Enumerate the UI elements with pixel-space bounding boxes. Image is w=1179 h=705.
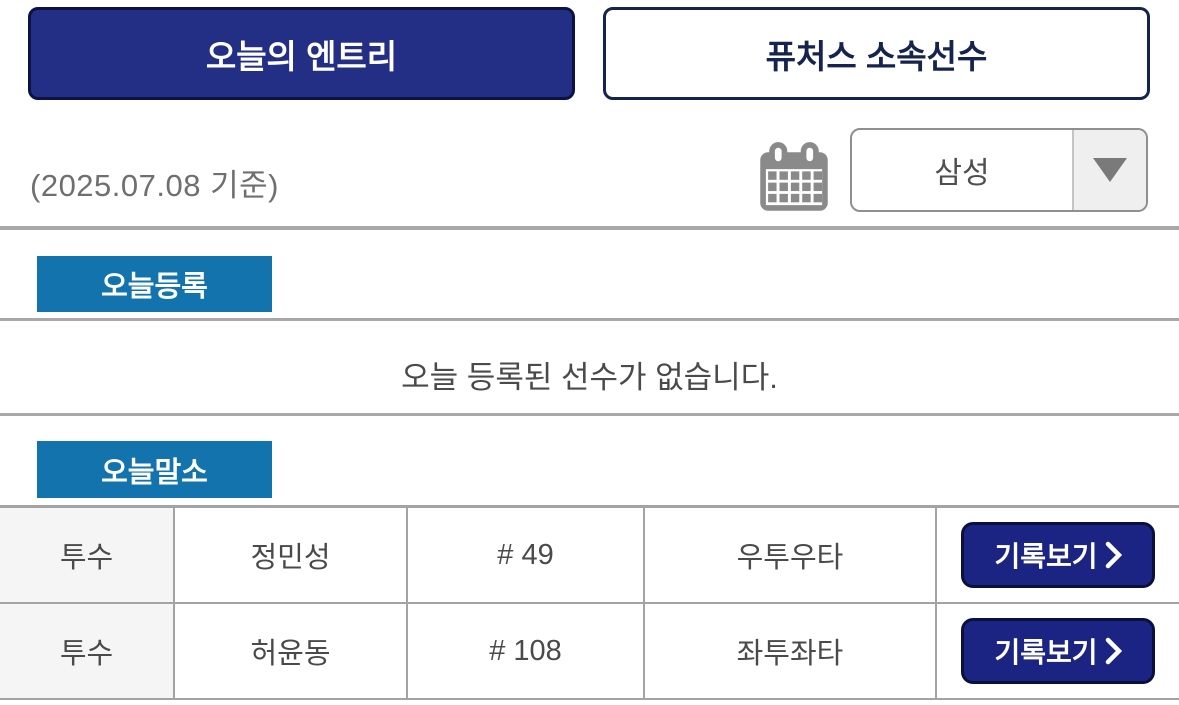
triangle-down-icon	[1093, 158, 1127, 182]
section-label-today-removed-text: 오늘말소	[101, 456, 208, 489]
reference-date-text: (2025.07.08 기준)	[30, 168, 279, 203]
table-row-2-hand-cell: 좌투좌타	[645, 604, 937, 700]
chevron-right-icon	[1105, 637, 1122, 665]
view-records-button-label: 기록보기	[994, 541, 1098, 572]
divider-top	[0, 226, 1179, 230]
divider-under-register-label	[0, 318, 1179, 321]
removed-players-table: 투수 정민성 # 49 우투우타 기록보기 투수 허윤동 # 108 좌투좌타 …	[0, 505, 1179, 700]
table-row-1-action-cell: 기록보기	[937, 508, 1179, 604]
tab-futures-players-label: 퓨처스 소속선수	[765, 37, 988, 75]
calendar-icon[interactable]	[757, 141, 831, 213]
divider-under-register-section	[0, 413, 1179, 416]
tab-today-entry[interactable]: 오늘의 엔트리	[28, 7, 575, 100]
table-row-1-number-cell: # 49	[408, 508, 645, 604]
table-row-2-name-cell: 허윤동	[175, 604, 408, 700]
team-select-arrow-area	[1072, 130, 1146, 210]
tab-today-entry-label: 오늘의 엔트리	[205, 37, 398, 75]
table-row-1-hand-cell: 우투우타	[645, 508, 937, 604]
team-select-dropdown[interactable]: 삼성	[850, 128, 1148, 212]
table-row-2-number-cell: # 108	[408, 604, 645, 700]
table-row-2-position-cell: 투수	[0, 604, 175, 700]
view-records-button-row-1[interactable]: 기록보기	[961, 522, 1155, 588]
view-records-button-label: 기록보기	[994, 637, 1098, 668]
section-label-today-registered-text: 오늘등록	[101, 271, 208, 303]
section-label-today-removed: 오늘말소	[37, 441, 272, 498]
table-row-1-name-cell: 정민성	[175, 508, 408, 604]
tab-futures-players[interactable]: 퓨처스 소속선수	[603, 7, 1150, 100]
no-registered-players-message: 오늘 등록된 선수가 없습니다.	[401, 360, 778, 395]
section-label-today-registered: 오늘등록	[37, 256, 272, 312]
table-row-2-action-cell: 기록보기	[937, 604, 1179, 700]
chevron-right-icon	[1105, 541, 1122, 569]
team-select-value: 삼성	[934, 157, 990, 190]
table-row-1-position-cell: 투수	[0, 508, 175, 604]
view-records-button-row-2[interactable]: 기록보기	[961, 618, 1155, 684]
